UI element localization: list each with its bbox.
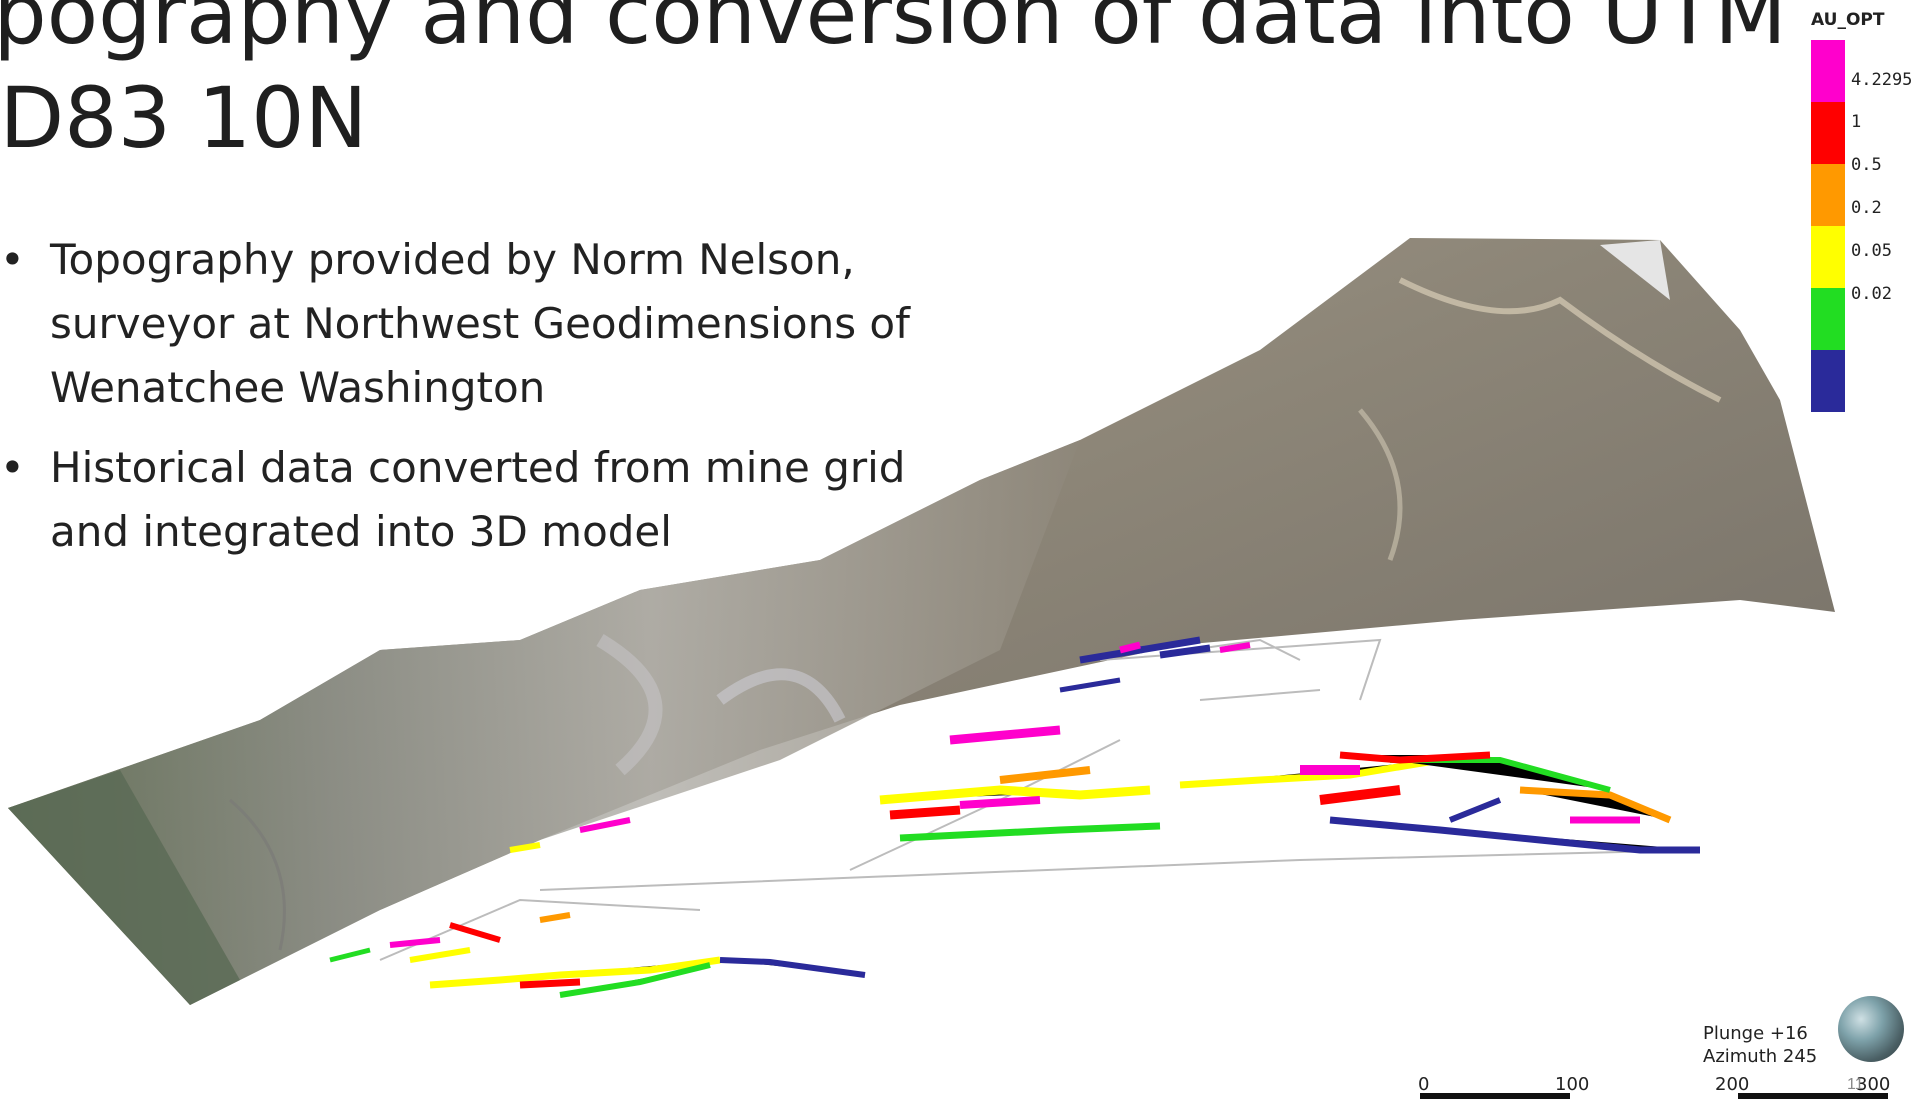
bullet-item: • Historical data converted from mine gr… bbox=[0, 436, 980, 564]
bullet-marker: • bbox=[0, 443, 25, 492]
bullet-text: Topography provided by Norm Nelson, surv… bbox=[50, 235, 910, 412]
legend-swatch bbox=[1811, 226, 1845, 288]
azimuth-label: Azimuth 245 bbox=[1703, 1046, 1818, 1067]
slide-title-line-1: opography and conversion of data into UT… bbox=[0, 0, 1787, 63]
orientation-globe-icon[interactable] bbox=[1838, 996, 1904, 1062]
page-number: 11 bbox=[1847, 1076, 1864, 1093]
legend-swatch bbox=[1811, 350, 1845, 412]
legend-label: 4.2295 bbox=[1851, 70, 1913, 90]
scale-label: 200 bbox=[1715, 1074, 1750, 1095]
slide-title-line-2: AD83 10N bbox=[0, 69, 368, 167]
legend-title: AU_OPT bbox=[1811, 10, 1885, 30]
topography-surface bbox=[8, 238, 1835, 1005]
bullet-item: • Topography provided by Norm Nelson, su… bbox=[0, 228, 980, 420]
bullet-list: • Topography provided by Norm Nelson, su… bbox=[0, 228, 980, 580]
legend-swatch bbox=[1811, 102, 1845, 164]
legend-label: 0.5 bbox=[1851, 155, 1882, 175]
grade-legend: AU_OPT 4.2295 1 0.5 0.2 0.05 0.02 bbox=[1795, 6, 1921, 426]
bullet-text: Historical data converted from mine grid… bbox=[50, 443, 906, 556]
drillhole-traces bbox=[329, 636, 1700, 998]
legend-label: 1 bbox=[1851, 112, 1862, 132]
legend-swatch bbox=[1811, 288, 1845, 350]
legend-label: 0.02 bbox=[1851, 284, 1892, 304]
scale-label: 300 bbox=[1856, 1074, 1891, 1095]
scale-label: 100 bbox=[1555, 1074, 1590, 1095]
view-orientation: Plunge +16 Azimuth 245 bbox=[1703, 1022, 1817, 1068]
legend-color-bar bbox=[1811, 40, 1845, 412]
legend-swatch bbox=[1811, 40, 1845, 102]
slide-title: opography and conversion of data into UT… bbox=[0, 0, 1787, 170]
plunge-label: Plunge +16 bbox=[1703, 1023, 1808, 1044]
scale-segment bbox=[1420, 1093, 1570, 1099]
bullet-marker: • bbox=[0, 235, 25, 284]
scale-segment bbox=[1738, 1093, 1888, 1099]
legend-label: 0.2 bbox=[1851, 198, 1882, 218]
scale-label: 0 bbox=[1418, 1074, 1430, 1095]
legend-label: 0.05 bbox=[1851, 241, 1892, 261]
legend-swatch bbox=[1811, 164, 1845, 226]
